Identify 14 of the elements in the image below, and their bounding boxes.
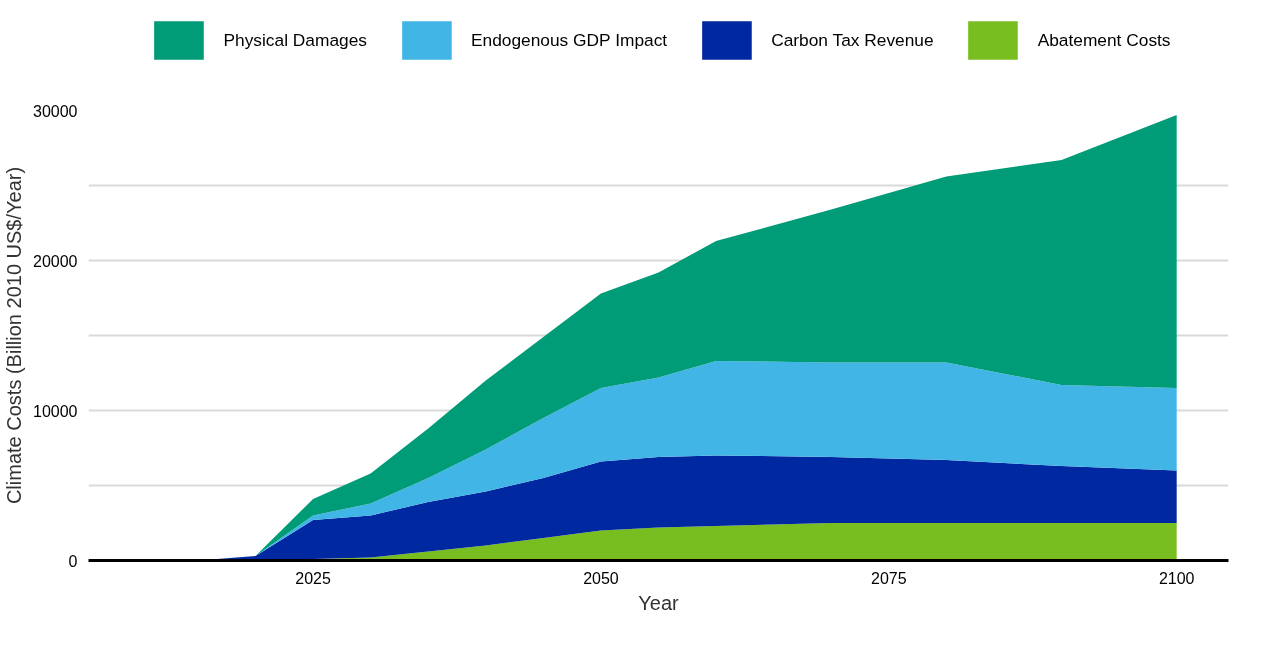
x-tick-label: 2025 (295, 569, 331, 587)
legend-label: Physical Damages (223, 29, 367, 51)
legend-label: Endogenous GDP Impact (470, 29, 668, 51)
y-tick-label: 30000 (33, 102, 78, 120)
y-tick-label: 10000 (33, 402, 78, 420)
x-tick-label: 2050 (583, 569, 619, 587)
x-axis-title: Year (638, 591, 680, 614)
x-tick-label: 2100 (1158, 569, 1195, 587)
y-tick-label: 0 (68, 552, 78, 570)
y-tick-label: 20000 (33, 252, 78, 270)
legend-label: Abatement Costs (1037, 29, 1171, 51)
x-tick-label: 2075 (871, 569, 907, 587)
legend-label: Carbon Tax Revenue (771, 29, 934, 51)
y-axis-title: Climate Costs (Billion 2010 US$/Year) (3, 166, 26, 505)
